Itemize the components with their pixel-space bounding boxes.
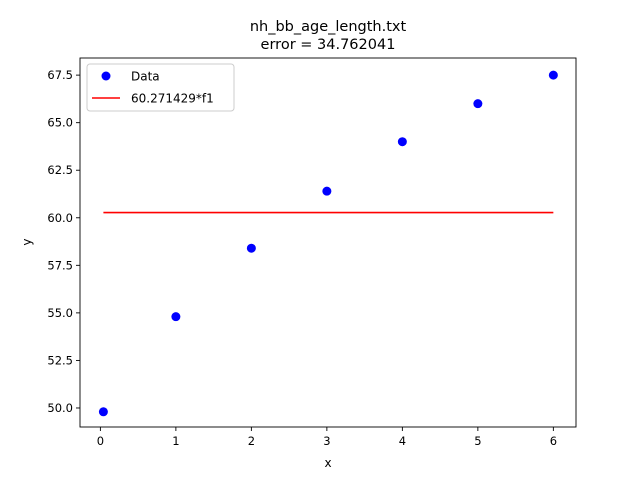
x-tick-label: 2 <box>248 434 255 448</box>
chart-subtitle: error = 34.762041 <box>261 37 396 53</box>
x-tick-label: 4 <box>399 434 406 448</box>
y-tick-label: 50.0 <box>47 401 73 415</box>
y-tick-label: 52.5 <box>47 353 73 367</box>
data-point <box>473 99 483 109</box>
y-axis-label: y <box>20 238 34 245</box>
y-tick-label: 57.5 <box>47 258 73 272</box>
y-tick-label: 55.0 <box>47 306 73 320</box>
x-axis-label: x <box>324 456 331 470</box>
x-tick-label: 3 <box>323 434 330 448</box>
x-tick-label: 0 <box>97 434 104 448</box>
y-tick-label: 62.5 <box>47 163 73 177</box>
y-tick-label: 60.0 <box>47 211 73 225</box>
data-point <box>322 186 332 196</box>
axes: 0 1 2 3 4 5 6 50.0 52.5 55.0 57.5 60.0 62.5 65.0 67.5 <box>47 57 577 448</box>
chart-title: nh_bb_age_length.txt <box>250 19 407 35</box>
x-tick-label: 1 <box>172 434 179 448</box>
data-point <box>98 407 108 417</box>
legend-frame <box>86 63 235 112</box>
data-point <box>246 243 256 253</box>
legend-data-label: Data <box>131 70 160 84</box>
data-point <box>171 312 181 322</box>
legend: Data 60.271429*f1 <box>86 63 235 112</box>
y-tick-label: 65.0 <box>47 116 73 130</box>
y-tick-label: 67.5 <box>47 68 73 82</box>
x-tick-label: 5 <box>474 434 481 448</box>
legend-data-marker <box>101 71 111 81</box>
data-point <box>548 70 558 80</box>
legend-fit-line-label: 60.271429*f1 <box>131 92 214 106</box>
x-tick-label: 6 <box>550 434 557 448</box>
plot-frame <box>79 57 577 428</box>
plot-marks <box>98 70 558 417</box>
data-point <box>397 137 407 147</box>
